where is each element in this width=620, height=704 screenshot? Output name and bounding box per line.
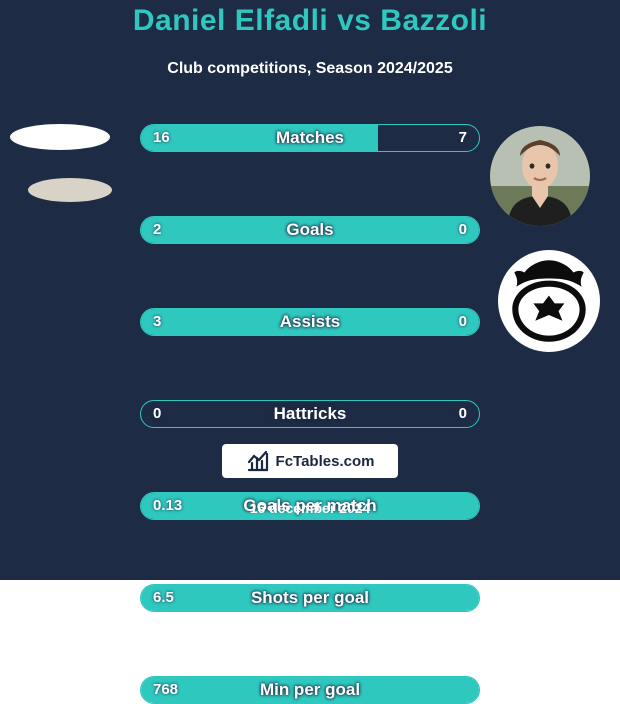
stat-row: 167Matches xyxy=(140,124,480,152)
placeholder-oval xyxy=(28,178,112,202)
stat-label: Hattricks xyxy=(141,401,479,427)
stat-row: 20Goals xyxy=(140,216,480,244)
stat-row: 30Assists xyxy=(140,308,480,336)
comparison-card: Daniel Elfadli vs Bazzoli Club competiti… xyxy=(0,0,620,580)
right-club-badge xyxy=(498,250,600,352)
chart-icon xyxy=(246,449,270,473)
site-logo-text: FcTables.com xyxy=(276,453,375,470)
stat-row: 6.5Shots per goal xyxy=(140,584,480,612)
right-player-photo xyxy=(490,126,590,226)
snapshot-date: 16 december 2024 xyxy=(0,500,620,516)
stat-label: Goals xyxy=(141,217,479,243)
stat-label: Shots per goal xyxy=(141,585,479,611)
stat-label: Matches xyxy=(141,125,479,151)
stat-label: Assists xyxy=(141,309,479,335)
stat-row: 00Hattricks xyxy=(140,400,480,428)
stat-row: 768Min per goal xyxy=(140,676,480,704)
page-subtitle: Club competitions, Season 2024/2025 xyxy=(0,60,620,78)
stats-table: 167Matches20Goals30Assists00Hattricks0.1… xyxy=(140,124,480,446)
stat-label: Min per goal xyxy=(141,677,479,703)
site-logo[interactable]: FcTables.com xyxy=(222,444,398,478)
placeholder-oval xyxy=(10,124,110,150)
page-title: Daniel Elfadli vs Bazzoli xyxy=(0,4,620,38)
